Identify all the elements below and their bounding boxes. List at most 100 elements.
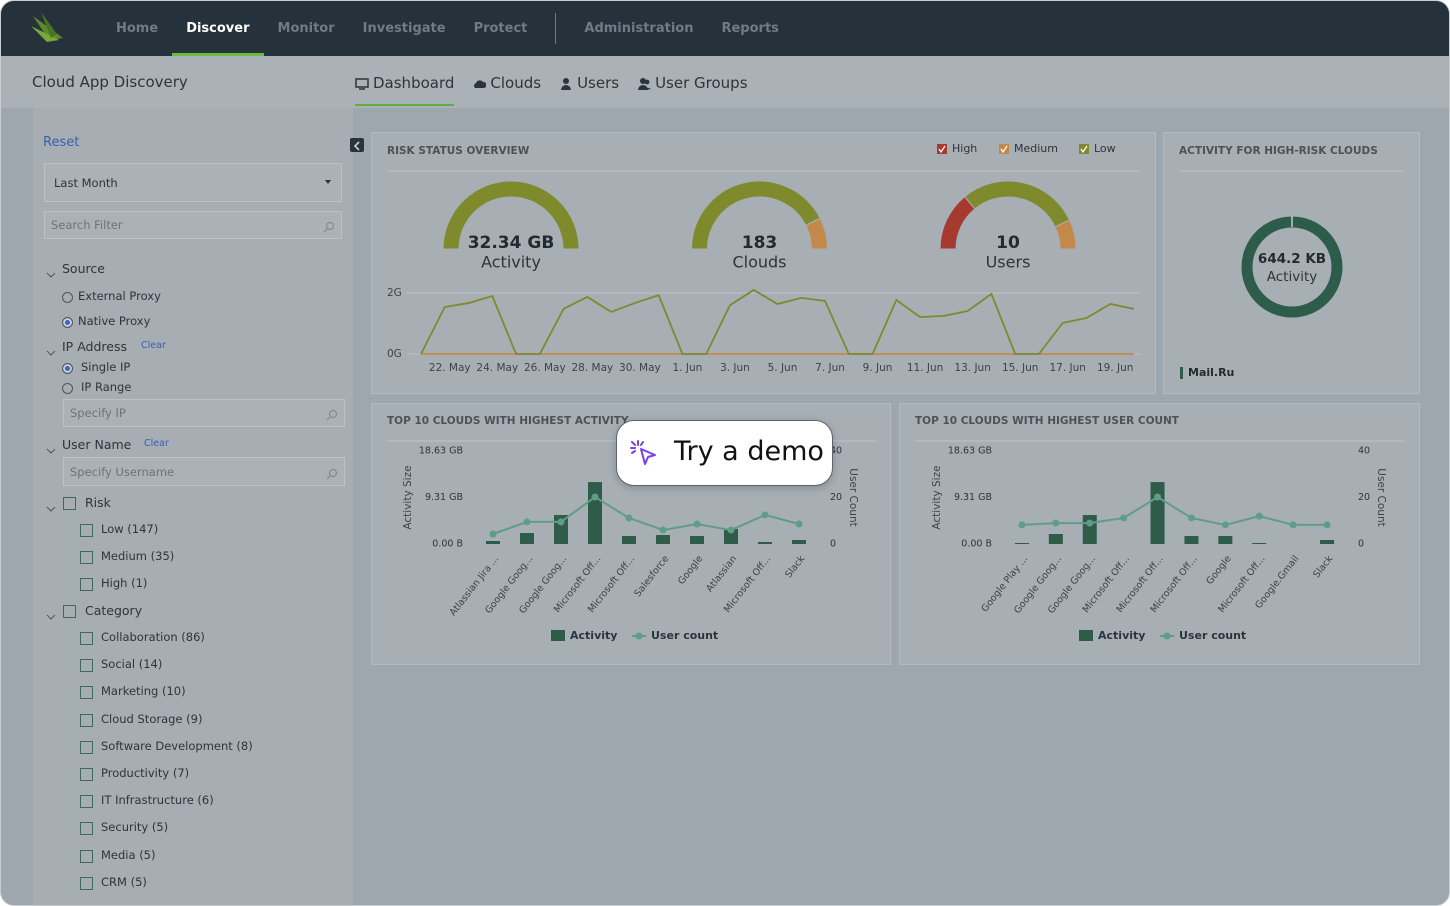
radio[interactable] xyxy=(62,363,73,374)
x-tick-label: Google xyxy=(1204,554,1233,587)
checkbox[interactable] xyxy=(80,822,93,836)
tab[interactable]: User Groups xyxy=(637,62,748,106)
gauge-segment xyxy=(939,195,976,250)
x-tick-label: 7. Jun xyxy=(815,362,845,374)
period-select[interactable]: Last Month xyxy=(44,163,342,202)
logo[interactable] xyxy=(29,10,65,46)
x-tick-label: 13. Jun xyxy=(954,362,990,374)
nav-item[interactable]: Investigate xyxy=(362,21,446,36)
gauge-segment xyxy=(1054,219,1077,250)
reset-link[interactable]: Reset xyxy=(43,135,80,150)
checkbox[interactable] xyxy=(80,849,93,863)
bar xyxy=(656,535,670,544)
gauge-value: 10 xyxy=(996,233,1020,253)
text-input[interactable]: Specify IP xyxy=(63,399,345,427)
y-tick-label: 9.31 GB xyxy=(954,492,992,503)
x-tick-label: Atlassian xyxy=(704,554,739,595)
line-point xyxy=(1289,521,1297,529)
x-tick-label: 9. Jun xyxy=(863,362,893,374)
tab[interactable]: Dashboard xyxy=(355,62,455,106)
line-point xyxy=(1052,519,1060,527)
x-tick-label: 19. Jun xyxy=(1097,362,1133,374)
chevron[interactable] xyxy=(46,441,56,460)
line-point xyxy=(659,526,667,534)
page-title: Cloud App Discovery xyxy=(32,73,188,91)
chevron[interactable] xyxy=(46,265,56,284)
tab-label[interactable]: User Groups xyxy=(655,74,748,92)
chevron[interactable] xyxy=(46,343,56,362)
tab-icon xyxy=(637,76,652,90)
tab-label[interactable]: Dashboard xyxy=(373,74,455,92)
checkbox[interactable] xyxy=(80,876,93,890)
radio[interactable] xyxy=(62,292,73,303)
x-tick-label: 15. Jun xyxy=(1002,362,1038,374)
input-placeholder: Search Filter xyxy=(51,218,123,232)
gauge-segment xyxy=(963,180,1071,228)
chevron[interactable] xyxy=(46,499,56,518)
tab[interactable]: Clouds xyxy=(472,62,541,106)
input-placeholder: Specify Username xyxy=(70,464,175,479)
collapse-button[interactable] xyxy=(350,138,364,152)
tab-label[interactable]: Users xyxy=(577,74,620,92)
bar xyxy=(622,536,636,544)
nav-item[interactable]: Administration xyxy=(584,21,694,36)
legend-swatch xyxy=(1163,632,1171,640)
legend-label: Activity xyxy=(1098,629,1145,642)
checkbox[interactable] xyxy=(63,497,76,510)
checkbox[interactable] xyxy=(80,632,93,645)
text-input[interactable]: Search Filter xyxy=(44,211,342,239)
checkbox[interactable] xyxy=(80,686,93,700)
checkbox[interactable] xyxy=(80,713,93,727)
checkbox[interactable] xyxy=(80,795,93,809)
bar xyxy=(1252,543,1267,544)
checkbox[interactable] xyxy=(80,659,93,673)
nav-item[interactable]: Protect xyxy=(473,21,528,36)
checkbox[interactable] xyxy=(80,551,93,565)
gauge-label: Activity xyxy=(481,253,541,272)
legend-swatch xyxy=(937,144,947,154)
section-label: Source xyxy=(62,261,105,276)
x-tick-label: 1. Jun xyxy=(673,362,703,374)
checkbox[interactable] xyxy=(80,578,93,592)
x-tick-label: 24. May xyxy=(476,362,518,374)
line-point xyxy=(523,518,531,526)
filter-option: Low (147) xyxy=(101,522,159,536)
nav-item[interactable]: Home xyxy=(116,21,159,36)
text-input[interactable]: Specify Username xyxy=(63,457,345,486)
section-label: User Name xyxy=(62,437,132,452)
demo-label: Try a demo xyxy=(674,436,824,467)
checkbox[interactable] xyxy=(80,740,93,754)
input-placeholder: Specify IP xyxy=(70,406,126,420)
chevron[interactable] xyxy=(46,607,56,626)
y-tick-label: 2G xyxy=(387,287,402,299)
clear-link[interactable]: Clear xyxy=(141,340,166,351)
panel-title: ACTIVITY FOR HIGH-RISK CLOUDS xyxy=(1179,145,1378,157)
clear-link[interactable]: Clear xyxy=(144,438,169,449)
nav-item[interactable]: Reports xyxy=(721,21,779,36)
tabs: Dashboard Clouds Users User Groups xyxy=(355,56,748,108)
nav-item[interactable]: Discover xyxy=(172,1,264,56)
y-tick-label: 18.63 GB xyxy=(948,446,992,457)
section-label: Risk xyxy=(85,495,111,510)
checkbox[interactable] xyxy=(63,605,76,618)
tab[interactable]: Users xyxy=(559,62,619,106)
legend-label: User count xyxy=(651,629,718,642)
legend-swatch xyxy=(1180,367,1183,379)
bar xyxy=(1014,543,1029,544)
risk-panel xyxy=(371,132,1156,394)
x-tick-label: Slack xyxy=(1311,553,1335,580)
checkbox[interactable] xyxy=(80,524,93,537)
radio[interactable] xyxy=(62,383,73,394)
gauge-value: 32.34 GB xyxy=(468,233,555,253)
radio[interactable] xyxy=(62,317,73,328)
line-point xyxy=(1086,519,1094,527)
bar xyxy=(724,529,738,544)
x-tick-label: Salesforce xyxy=(632,554,671,600)
tab-label[interactable]: Clouds xyxy=(490,74,542,92)
legend-swatch xyxy=(551,630,565,641)
checkbox[interactable] xyxy=(80,768,93,781)
tab-icon xyxy=(355,76,369,90)
nav-item[interactable]: Monitor xyxy=(277,21,335,36)
demo-button[interactable]: Try a demo xyxy=(616,420,833,486)
tab-icon xyxy=(472,76,487,90)
